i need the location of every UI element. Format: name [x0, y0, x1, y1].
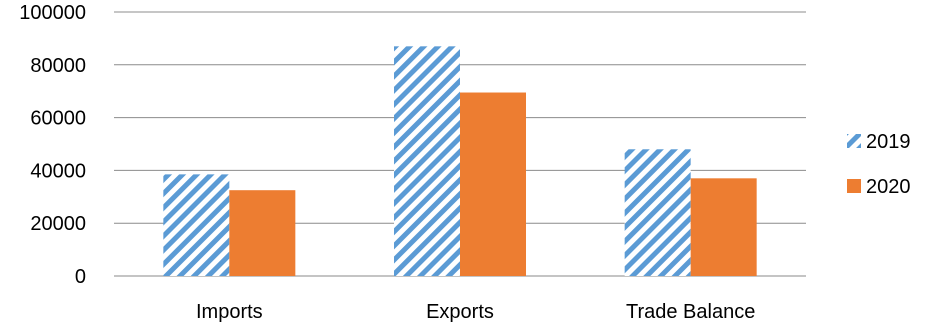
bars — [163, 46, 757, 277]
y-axis-tick-labels: 0 20000 40000 60000 80000 100000 — [19, 2, 86, 288]
legend: 2019 2020 — [847, 131, 911, 198]
legend-label: 2020 — [866, 176, 911, 198]
legend-swatch-2019 — [847, 134, 861, 148]
y-tick-label: 0 — [75, 266, 86, 288]
bar-2019-0 — [163, 174, 230, 276]
bar-2020-1 — [460, 92, 526, 277]
y-tick-label: 80000 — [30, 55, 86, 77]
bar-2020-2 — [690, 178, 757, 276]
x-tick-label: Imports — [196, 301, 263, 323]
y-tick-label: 60000 — [30, 108, 86, 130]
legend-label: 2019 — [866, 131, 911, 153]
legend-swatch-2020 — [847, 179, 861, 193]
bar-2020-0 — [229, 190, 296, 276]
x-tick-label: Exports — [426, 301, 494, 323]
y-tick-label: 40000 — [30, 160, 86, 182]
x-axis-tick-labels: Imports Exports Trade Balance — [196, 301, 755, 323]
x-tick-label: Trade Balance — [626, 301, 755, 323]
bar-2019-1 — [394, 46, 460, 276]
y-tick-label: 20000 — [30, 213, 86, 235]
y-tick-label: 100000 — [19, 2, 86, 24]
bar-2019-2 — [624, 149, 691, 276]
